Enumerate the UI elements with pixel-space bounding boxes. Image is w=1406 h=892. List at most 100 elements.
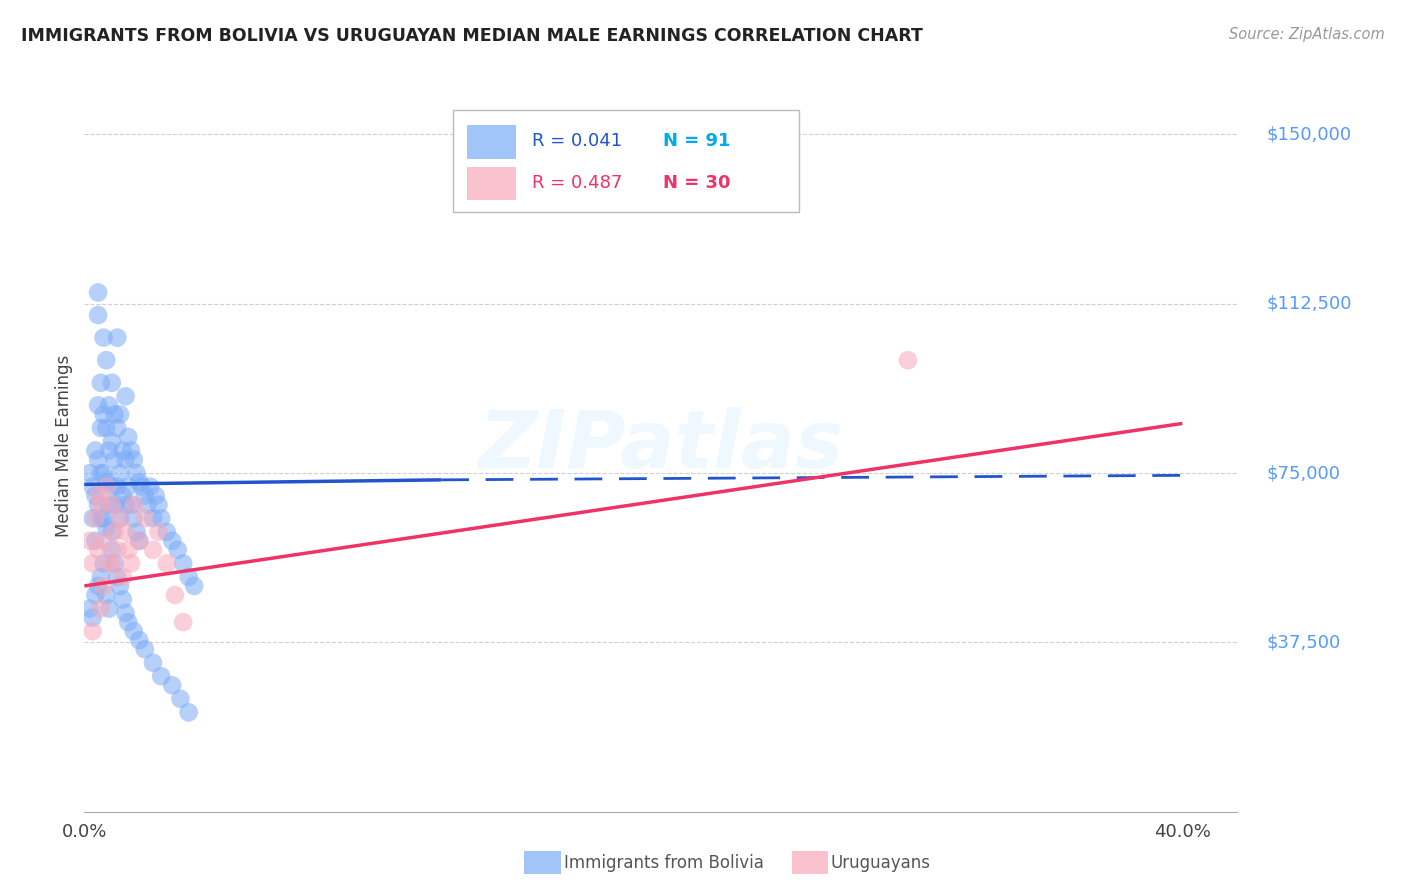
Point <box>172 557 194 571</box>
Point <box>101 498 124 512</box>
Point <box>103 408 125 422</box>
Point <box>84 489 107 503</box>
Text: Source: ZipAtlas.com: Source: ZipAtlas.com <box>1229 27 1385 42</box>
Point <box>93 466 115 480</box>
Point <box>105 331 128 345</box>
Point <box>84 511 107 525</box>
Point <box>101 542 124 557</box>
Point <box>142 656 165 670</box>
Point <box>148 524 170 539</box>
Point <box>98 601 121 615</box>
Point <box>90 570 112 584</box>
Point <box>105 542 128 557</box>
Point <box>98 443 121 458</box>
Text: IMMIGRANTS FROM BOLIVIA VS URUGUAYAN MEDIAN MALE EARNINGS CORRELATION CHART: IMMIGRANTS FROM BOLIVIA VS URUGUAYAN MED… <box>21 27 922 45</box>
Point <box>142 511 165 525</box>
Point <box>84 443 107 458</box>
Point <box>98 498 121 512</box>
Point <box>142 542 165 557</box>
Point <box>105 480 128 494</box>
Point <box>79 533 101 548</box>
Point <box>101 480 124 494</box>
Point <box>111 443 134 458</box>
Point <box>169 691 191 706</box>
Point <box>87 452 110 467</box>
Point <box>87 489 110 503</box>
Point <box>134 642 156 657</box>
Point <box>122 624 145 639</box>
Point <box>108 579 131 593</box>
Point <box>90 498 112 512</box>
Point <box>128 633 150 648</box>
Point <box>172 615 194 629</box>
Point <box>105 570 128 584</box>
Point <box>82 480 104 494</box>
Point <box>101 557 124 571</box>
Point <box>111 489 134 503</box>
Point <box>90 511 112 525</box>
Point <box>114 498 136 512</box>
Point <box>122 452 145 467</box>
Point <box>101 434 124 449</box>
Point <box>108 466 131 480</box>
Point <box>120 498 142 512</box>
Text: N = 91: N = 91 <box>664 132 731 150</box>
Point <box>90 376 112 390</box>
Point <box>128 533 150 548</box>
Point <box>96 588 118 602</box>
Point <box>122 498 145 512</box>
Point <box>134 511 156 525</box>
Point <box>103 452 125 467</box>
Point <box>122 511 145 525</box>
Point <box>145 489 167 503</box>
Point <box>114 452 136 467</box>
Point <box>96 475 118 489</box>
Point <box>897 353 920 368</box>
Point <box>93 557 115 571</box>
Point <box>125 466 148 480</box>
Point <box>90 466 112 480</box>
Point <box>96 520 118 534</box>
Point <box>111 592 134 607</box>
Point <box>131 480 153 494</box>
Point <box>134 489 156 503</box>
Point <box>93 331 115 345</box>
Text: $112,500: $112,500 <box>1265 294 1351 313</box>
FancyBboxPatch shape <box>467 167 516 200</box>
Point <box>108 408 131 422</box>
Point <box>79 601 101 615</box>
Point <box>96 353 118 368</box>
Point <box>120 557 142 571</box>
Point <box>114 389 136 403</box>
Text: R = 0.041: R = 0.041 <box>531 132 621 150</box>
Text: R = 0.487: R = 0.487 <box>531 174 621 192</box>
Point <box>101 376 124 390</box>
Point <box>125 524 148 539</box>
Point <box>87 542 110 557</box>
Point <box>160 533 183 548</box>
Point <box>177 706 200 720</box>
Point <box>105 421 128 435</box>
Point <box>90 601 112 615</box>
Text: Uruguayans: Uruguayans <box>831 854 931 871</box>
Point <box>87 398 110 412</box>
Point <box>117 430 139 444</box>
Point <box>87 579 110 593</box>
Point <box>139 480 162 494</box>
Point <box>117 480 139 494</box>
Text: $150,000: $150,000 <box>1265 126 1351 144</box>
Point <box>160 678 183 692</box>
FancyBboxPatch shape <box>453 110 799 212</box>
Point <box>96 421 118 435</box>
Point <box>90 421 112 435</box>
Point <box>82 511 104 525</box>
Point <box>103 557 125 571</box>
Point <box>128 533 150 548</box>
Text: Immigrants from Bolivia: Immigrants from Bolivia <box>564 854 763 871</box>
Point <box>120 443 142 458</box>
Text: $75,000: $75,000 <box>1265 464 1340 482</box>
Point <box>84 533 107 548</box>
Point <box>98 557 121 571</box>
Point <box>82 624 104 639</box>
Point <box>163 588 186 602</box>
